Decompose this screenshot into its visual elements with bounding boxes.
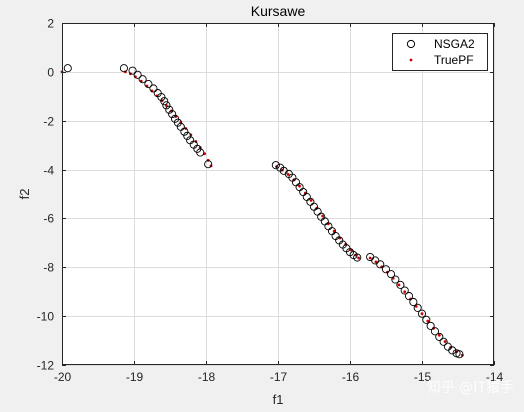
nsga2-series xyxy=(63,64,464,359)
truepf-point xyxy=(397,283,401,287)
y-tick-label: -4 xyxy=(43,164,54,178)
x-axis-label: f1 xyxy=(273,392,284,407)
nsga2-point xyxy=(430,327,440,336)
truepf-point xyxy=(309,198,313,202)
nsga2-point xyxy=(448,346,457,355)
truepf-point xyxy=(286,173,290,176)
truepf-point xyxy=(426,319,430,323)
truepf-point xyxy=(357,256,361,260)
nsga2-point xyxy=(149,84,158,93)
x-tick-label: -20 xyxy=(54,370,72,384)
nsga2-point xyxy=(204,160,213,169)
truepf-point xyxy=(403,290,407,294)
y-tick-label: -10 xyxy=(37,310,55,324)
y-tick-label: -6 xyxy=(43,212,54,226)
chart-title: Kursawe xyxy=(251,3,306,19)
nsga2-point xyxy=(422,315,431,324)
y-tick-label: 0 xyxy=(47,66,54,80)
nsga2-point xyxy=(371,256,380,265)
nsga2-point xyxy=(119,64,128,73)
nsga2-point xyxy=(173,118,182,127)
nsga2-point xyxy=(271,161,280,170)
nsga2-point xyxy=(413,303,422,312)
nsga2-point xyxy=(196,148,205,157)
nsga2-point xyxy=(144,80,153,89)
nsga2-point xyxy=(133,70,142,79)
nsga2-point xyxy=(386,270,396,279)
y-tick-label: -8 xyxy=(43,261,54,275)
y-tick-label: -12 xyxy=(37,359,55,373)
truepf-point xyxy=(332,229,336,233)
x-ticks: -20 -19 -18 -17 -16 -15 -14 xyxy=(54,23,504,384)
watermark: 知乎 @IT猿手 xyxy=(427,379,514,396)
truepf-point xyxy=(414,304,418,308)
nsga2-point xyxy=(439,337,448,346)
nsga2-point xyxy=(404,292,414,301)
nsga2-point xyxy=(376,260,385,269)
truepf-point xyxy=(298,184,301,188)
nsga2-point xyxy=(409,297,418,307)
nsga2-point xyxy=(391,275,400,284)
nsga2-point xyxy=(455,350,464,359)
truepf-point xyxy=(420,312,424,316)
truepf-point xyxy=(437,333,441,337)
nsga2-point xyxy=(400,286,409,295)
x-tick-label: -19 xyxy=(126,370,144,384)
y-tick-label: -2 xyxy=(43,115,54,129)
nsga2-point xyxy=(162,101,171,110)
nsga2-point xyxy=(168,110,177,119)
nsga2-point xyxy=(426,321,435,330)
nsga2-point xyxy=(157,92,166,102)
legend: NSGA2 TruePF xyxy=(392,33,488,71)
nsga2-point xyxy=(63,64,72,73)
nsga2-point xyxy=(417,309,427,318)
nsga2-point xyxy=(183,131,192,140)
truepf-point xyxy=(321,214,325,218)
nsga2-point xyxy=(381,265,391,274)
truepf-point xyxy=(443,340,447,343)
legend-box xyxy=(392,33,488,71)
x-tick-label: -15 xyxy=(414,370,432,384)
legend-label-truepf: TruePF xyxy=(434,53,474,67)
legend-marker-nsga2 xyxy=(406,39,416,49)
x-tick-label: -14 xyxy=(486,370,504,384)
y-axis-label: f2 xyxy=(17,189,32,200)
y-ticks: -12 -10 -8 -6 -4 -2 0 2 xyxy=(37,17,494,373)
nsga2-point xyxy=(138,75,147,84)
legend-label-nsga2: NSGA2 xyxy=(434,37,475,51)
nsga2-point xyxy=(128,66,137,75)
y-tick-label: 2 xyxy=(47,17,54,31)
truepf-point xyxy=(368,256,372,260)
x-tick-label: -16 xyxy=(342,370,360,384)
nsga2-point xyxy=(353,253,362,262)
x-tick-label: -18 xyxy=(198,370,216,384)
nsga2-point xyxy=(396,280,405,289)
nsga2-point xyxy=(180,127,189,136)
nsga2-point xyxy=(165,105,174,114)
nsga2-point xyxy=(435,332,444,341)
legend-marker-truepf xyxy=(409,58,413,62)
nsga2-point xyxy=(160,97,169,106)
x-tick-label: -17 xyxy=(270,370,288,384)
